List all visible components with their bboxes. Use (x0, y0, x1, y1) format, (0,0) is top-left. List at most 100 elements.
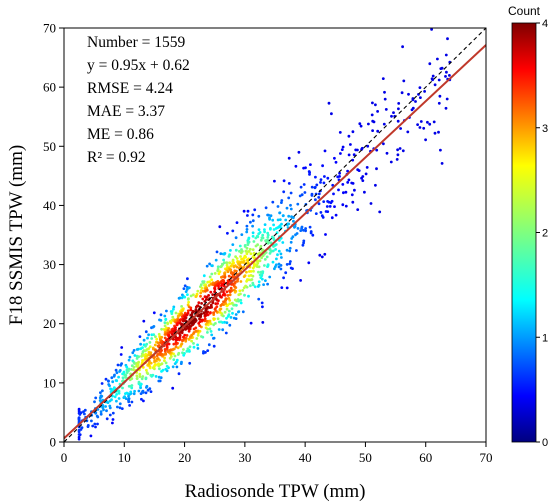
colorbar-title: Count (508, 4, 541, 18)
scatter-point (136, 347, 140, 351)
scatter-point (239, 301, 243, 305)
scatter-point (189, 294, 193, 298)
y-tick-label: 60 (43, 80, 56, 95)
scatter-point (295, 249, 298, 252)
scatter-point (164, 328, 167, 332)
scatter-point (212, 311, 215, 315)
scatter-point (144, 344, 147, 348)
scatter-point (437, 130, 440, 134)
scatter-point (208, 280, 211, 284)
scatter-point (418, 126, 422, 129)
scatter-point (426, 120, 429, 124)
scatter-point (289, 240, 293, 244)
scatter-point (198, 320, 202, 323)
scatter-point (317, 202, 321, 206)
scatter-point (231, 229, 235, 233)
scatter-point (188, 361, 192, 365)
scatter-point (261, 321, 265, 324)
scatter-point (274, 263, 278, 267)
scatter-point (333, 156, 336, 160)
scatter-point (115, 371, 119, 375)
scatter-point (212, 344, 216, 348)
scatter-point (215, 305, 219, 308)
scatter-point (265, 240, 268, 244)
scatter-point (175, 323, 179, 327)
scatter-point (359, 124, 363, 128)
scatter-point (99, 410, 103, 414)
scatter-point (114, 368, 118, 372)
scatter-point (430, 28, 433, 31)
scatter-point (225, 263, 229, 267)
scatter-point (400, 91, 404, 95)
scatter-point (229, 316, 233, 319)
scatter-point (195, 337, 199, 340)
scatter-point (281, 241, 285, 244)
scatter-point (149, 390, 153, 393)
scatter-point (257, 232, 261, 236)
scatter-point (124, 397, 128, 400)
scatter-point (294, 164, 298, 168)
scatter-point (217, 272, 221, 276)
scatter-point (314, 212, 318, 216)
scatter-point (367, 122, 370, 126)
x-tick-label: 40 (299, 450, 312, 465)
scatter-point (194, 294, 198, 298)
scatter-point (196, 343, 200, 347)
scatter-point (322, 200, 326, 204)
scatter-point (203, 319, 207, 323)
scatter-point (245, 224, 249, 228)
scatter-point (323, 175, 326, 178)
scatter-point (147, 347, 151, 350)
scatter-point (209, 330, 213, 333)
scatter-point (289, 207, 293, 211)
scatter-point (245, 246, 249, 250)
scatter-point (202, 281, 205, 285)
scatter-point (352, 153, 356, 157)
scatter-point (148, 387, 152, 391)
scatter-point (117, 397, 121, 400)
scatter-point (263, 223, 267, 227)
scatter-point (202, 350, 205, 353)
scatter-point (204, 298, 208, 301)
scatter-point (218, 311, 222, 314)
scatter-point (127, 394, 130, 398)
scatter-point (339, 152, 342, 155)
scatter-point (183, 327, 187, 331)
scatter-point (180, 312, 184, 316)
scatter-point (136, 363, 140, 367)
scatter-point (77, 433, 81, 436)
scatter-point (186, 297, 190, 301)
scatter-point (184, 316, 188, 320)
scatter-point (234, 313, 238, 316)
scatter-point (231, 243, 235, 247)
scatter-point (318, 253, 322, 257)
scatter-point (216, 265, 220, 269)
scatter-point (319, 181, 322, 184)
scatter-point (351, 130, 355, 134)
scatter-point (431, 74, 435, 78)
scatter-point (149, 373, 153, 377)
scatter-point (176, 346, 180, 350)
scatter-point (365, 166, 369, 169)
scatter-point (376, 110, 379, 113)
scatter-point (411, 98, 415, 102)
scatter-point (396, 153, 400, 157)
scatter-point (137, 380, 141, 384)
scatter-point (299, 185, 303, 189)
scatter-point (309, 163, 312, 167)
scatter-point (251, 224, 255, 228)
scatter-point (446, 37, 449, 41)
scatter-point (375, 167, 378, 171)
scatter-point (235, 265, 239, 269)
scatter-point (430, 77, 434, 81)
scatter-point (192, 345, 196, 349)
scatter-point (223, 261, 226, 265)
scatter-point (301, 243, 305, 247)
scatter-point (324, 210, 328, 213)
scatter-point (437, 78, 441, 82)
scatter-point (108, 413, 112, 417)
scatter-point (285, 206, 289, 210)
scatter-point (418, 86, 422, 89)
scatter-point (181, 338, 185, 342)
scatter-point (208, 262, 212, 266)
